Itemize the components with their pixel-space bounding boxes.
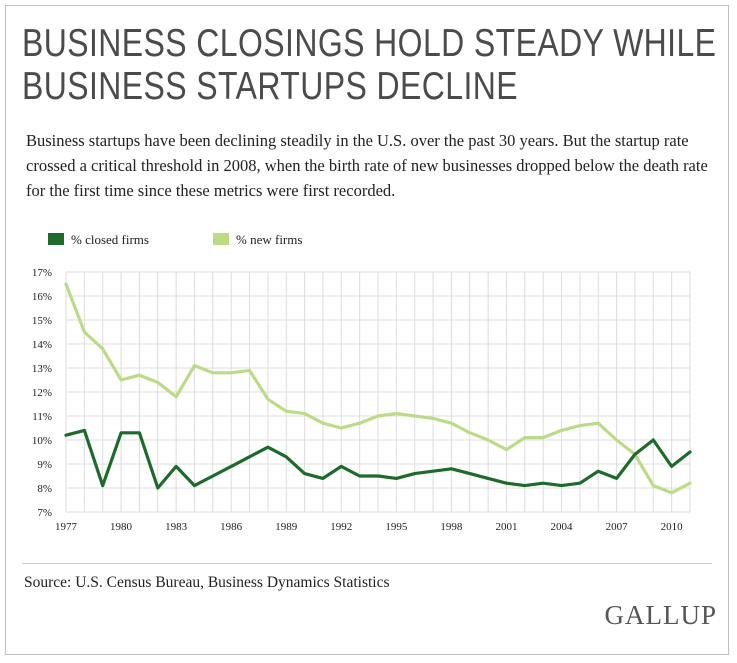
series-line-new-firms	[64, 282, 692, 495]
x-tick-label: 1977	[55, 521, 78, 533]
y-tick-label: 11%	[32, 411, 52, 423]
series-line-closed-firms	[64, 428, 692, 490]
x-tick-label: 2010	[661, 521, 684, 533]
y-tick-label: 15%	[32, 315, 52, 327]
divider	[22, 563, 712, 564]
x-tick-label: 1995	[385, 521, 408, 533]
y-tick-label: 9%	[37, 459, 52, 471]
legend-item-closed: % closed firms	[48, 232, 149, 248]
chart-subtitle: Business startups have been declining st…	[26, 131, 708, 200]
y-tick-label: 17%	[32, 267, 52, 279]
x-tick-label: 1986	[220, 521, 243, 533]
x-tick-label: 1989	[275, 521, 298, 533]
x-tick-label: 1992	[330, 521, 352, 533]
y-tick-label: 13%	[32, 363, 52, 375]
x-tick-label: 2004	[551, 521, 574, 533]
y-tick-label: 10%	[32, 435, 52, 447]
source-note: Source: U.S. Census Bureau, Business Dyn…	[24, 574, 390, 591]
legend-label-new: % new firms	[236, 232, 303, 247]
y-tick-label: 14%	[32, 339, 52, 351]
y-tick-label: 12%	[32, 387, 52, 399]
y-tick-label: 7%	[37, 507, 52, 519]
legend-item-new: % new firms	[213, 232, 302, 248]
y-tick-label: 8%	[37, 483, 52, 495]
y-tick-label: 16%	[32, 291, 52, 303]
x-tick-label: 2001	[495, 521, 517, 533]
legend-label-closed: % closed firms	[71, 232, 149, 247]
legend-swatch-new	[213, 233, 229, 245]
x-tick-label: 1983	[165, 521, 188, 533]
gallup-logo: GALLUP	[604, 600, 717, 630]
chart-card	[5, 5, 729, 655]
x-tick-label: 1980	[110, 521, 133, 533]
x-tick-label: 1998	[440, 521, 463, 533]
legend-swatch-closed	[48, 233, 64, 245]
title-line-2: BUSINESS STARTUPS DECLINE	[22, 65, 518, 108]
x-tick-label: 2007	[606, 521, 629, 533]
